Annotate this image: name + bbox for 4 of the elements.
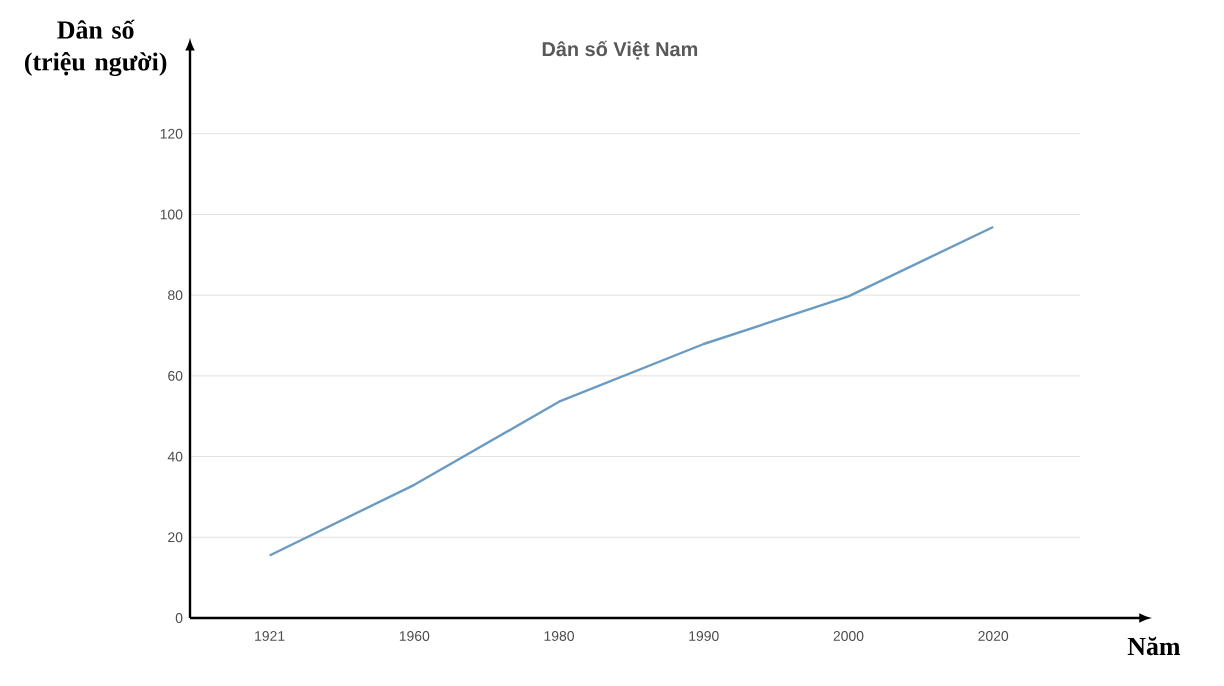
- y-axis-title: Dân số (triệu người): [25, 19, 167, 77]
- line-series: [268, 225, 995, 557]
- x-axis-title: Năm: [1127, 636, 1181, 656]
- chart-title: Dân số Việt Nam: [542, 40, 698, 60]
